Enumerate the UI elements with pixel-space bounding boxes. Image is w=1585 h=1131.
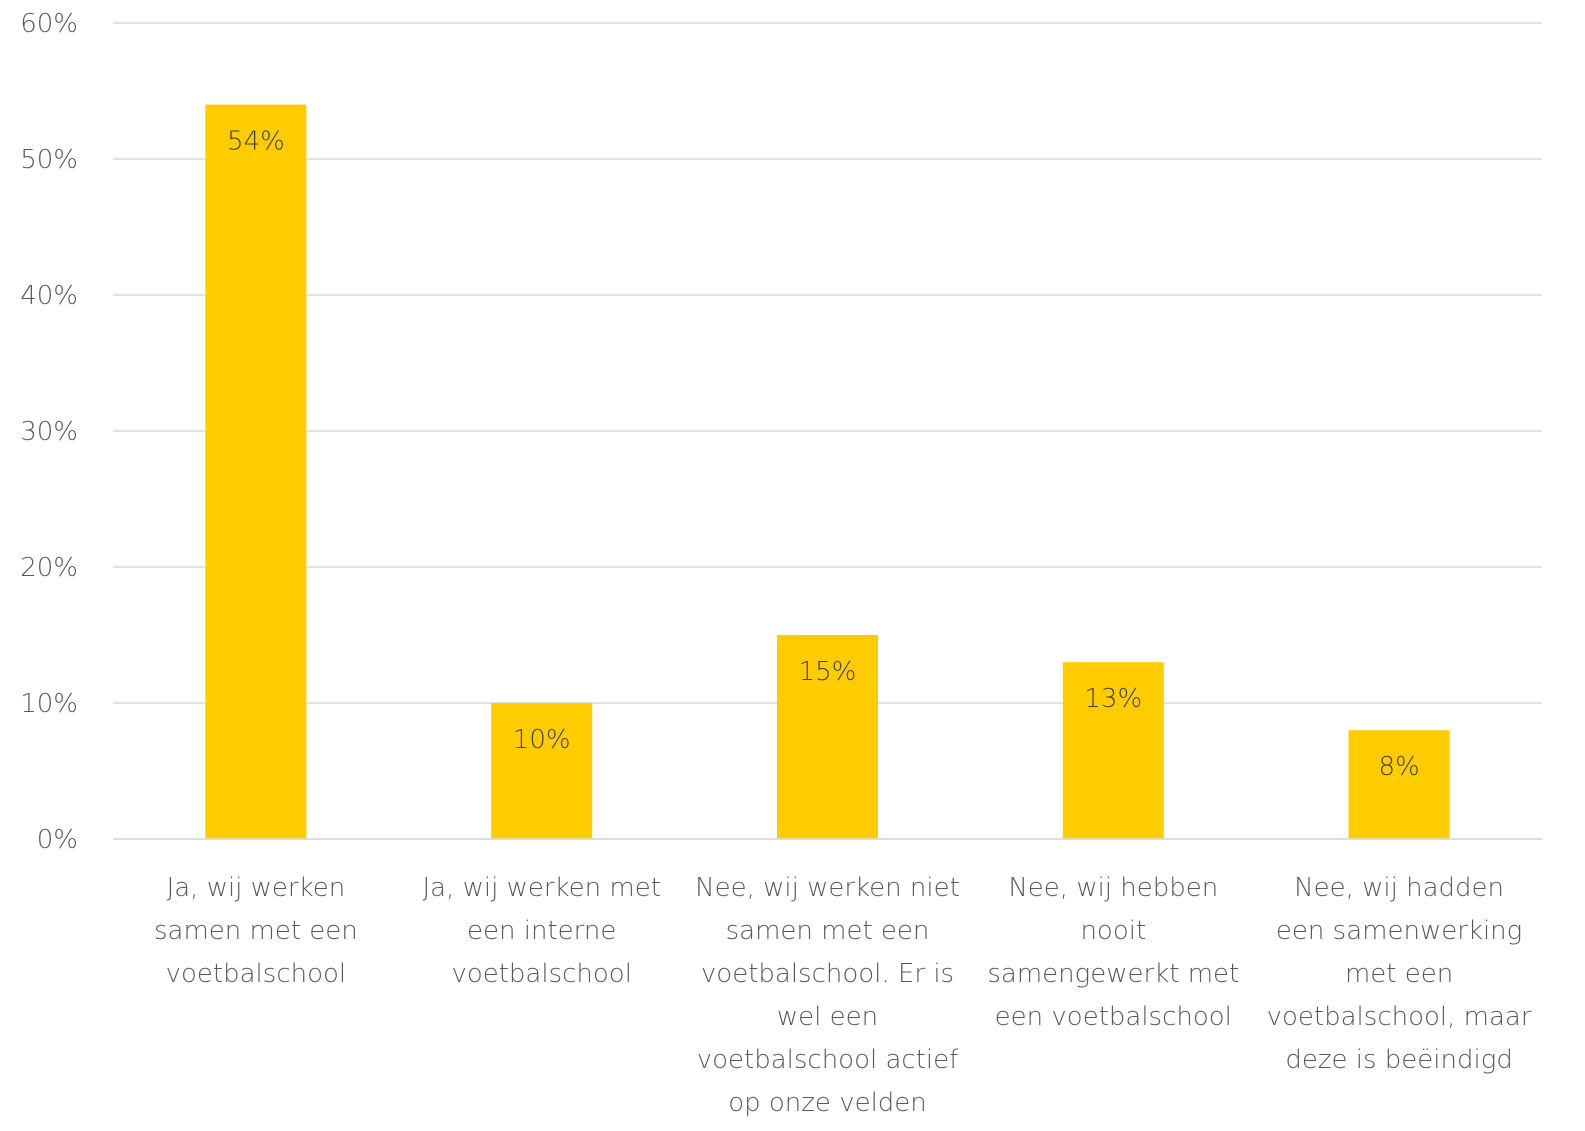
data-label: 13%: [1084, 684, 1142, 714]
data-labels: 54% 10% 15% 13% 8%: [227, 127, 1420, 783]
y-tick-label: 50%: [20, 145, 78, 175]
x-tick-label-line: een voetbalschool: [995, 1002, 1232, 1032]
x-tick-label-line: met een: [1345, 959, 1453, 989]
x-tick-label-line: een interne: [467, 916, 616, 946]
x-tick-label: Ja, wij werken samen met een voetbalschool: [154, 873, 358, 989]
data-label: 54%: [227, 127, 285, 157]
bar: [205, 104, 307, 840]
x-tick-label-line: samen met een: [154, 916, 358, 946]
y-tick-label: 20%: [20, 553, 78, 583]
x-tick-label-line: Nee, wij hadden: [1294, 873, 1504, 903]
y-tick-label: 40%: [20, 281, 78, 311]
y-tick-label: 60%: [20, 9, 78, 39]
y-tick-label: 0%: [37, 825, 78, 855]
x-tick-label-line: deze is beëindigd: [1285, 1045, 1512, 1075]
x-tick-label-line: Ja, wij werken: [167, 873, 346, 903]
data-label: 15%: [799, 657, 857, 687]
x-tick-label-line: op onze velden: [728, 1088, 927, 1118]
x-tick-label-line: voetbalschool actief: [697, 1045, 959, 1075]
x-tick-label: Nee, wij hadden een samenwerking met een vo…: [1267, 873, 1532, 1075]
bars: [205, 104, 1450, 840]
x-tick-label-line: wel een: [777, 1002, 878, 1032]
bar: [491, 703, 593, 839]
x-tick-label-line: voetbalschool: [166, 959, 347, 989]
x-axis: Ja, wij werken samen met een voetbalschool…: [113, 838, 1542, 1118]
bar: [1062, 662, 1164, 839]
x-tick-label: Nee, wij werken niet samen met een voetbal…: [695, 873, 960, 1118]
x-tick-label-line: voetbalschool. Er is: [701, 959, 954, 989]
x-tick-label-line: een samenwerking: [1276, 916, 1522, 946]
x-tick-label-line: Nee, wij hebben: [1008, 873, 1218, 903]
data-label: 8%: [1378, 752, 1419, 782]
x-tick-label-line: samengewerkt met: [987, 959, 1239, 989]
x-tick-label-line: voetbalschool: [451, 959, 632, 989]
x-tick-label: Nee, wij hebben nooit samengewerkt met een …: [987, 873, 1239, 1032]
y-tick-label: 30%: [20, 417, 78, 447]
x-tick-label-line: Ja, wij werken met: [422, 873, 660, 903]
x-tick-label-line: voetbalschool, maar: [1267, 1002, 1532, 1032]
y-tick-label: 10%: [20, 689, 78, 719]
y-axis: 0% 10% 20% 30% 40% 50% 60%: [20, 9, 78, 855]
x-tick-label: Ja, wij werken met een interne voetbalscho…: [422, 873, 660, 989]
x-tick-label-line: samen met een: [726, 916, 930, 946]
bar: [777, 635, 878, 839]
x-tick-label-line: Nee, wij werken niet: [695, 873, 960, 903]
x-tick-label-line: nooit: [1080, 916, 1146, 946]
data-label: 10%: [513, 725, 571, 755]
bar: [1348, 730, 1450, 839]
gridlines: [113, 22, 1542, 840]
